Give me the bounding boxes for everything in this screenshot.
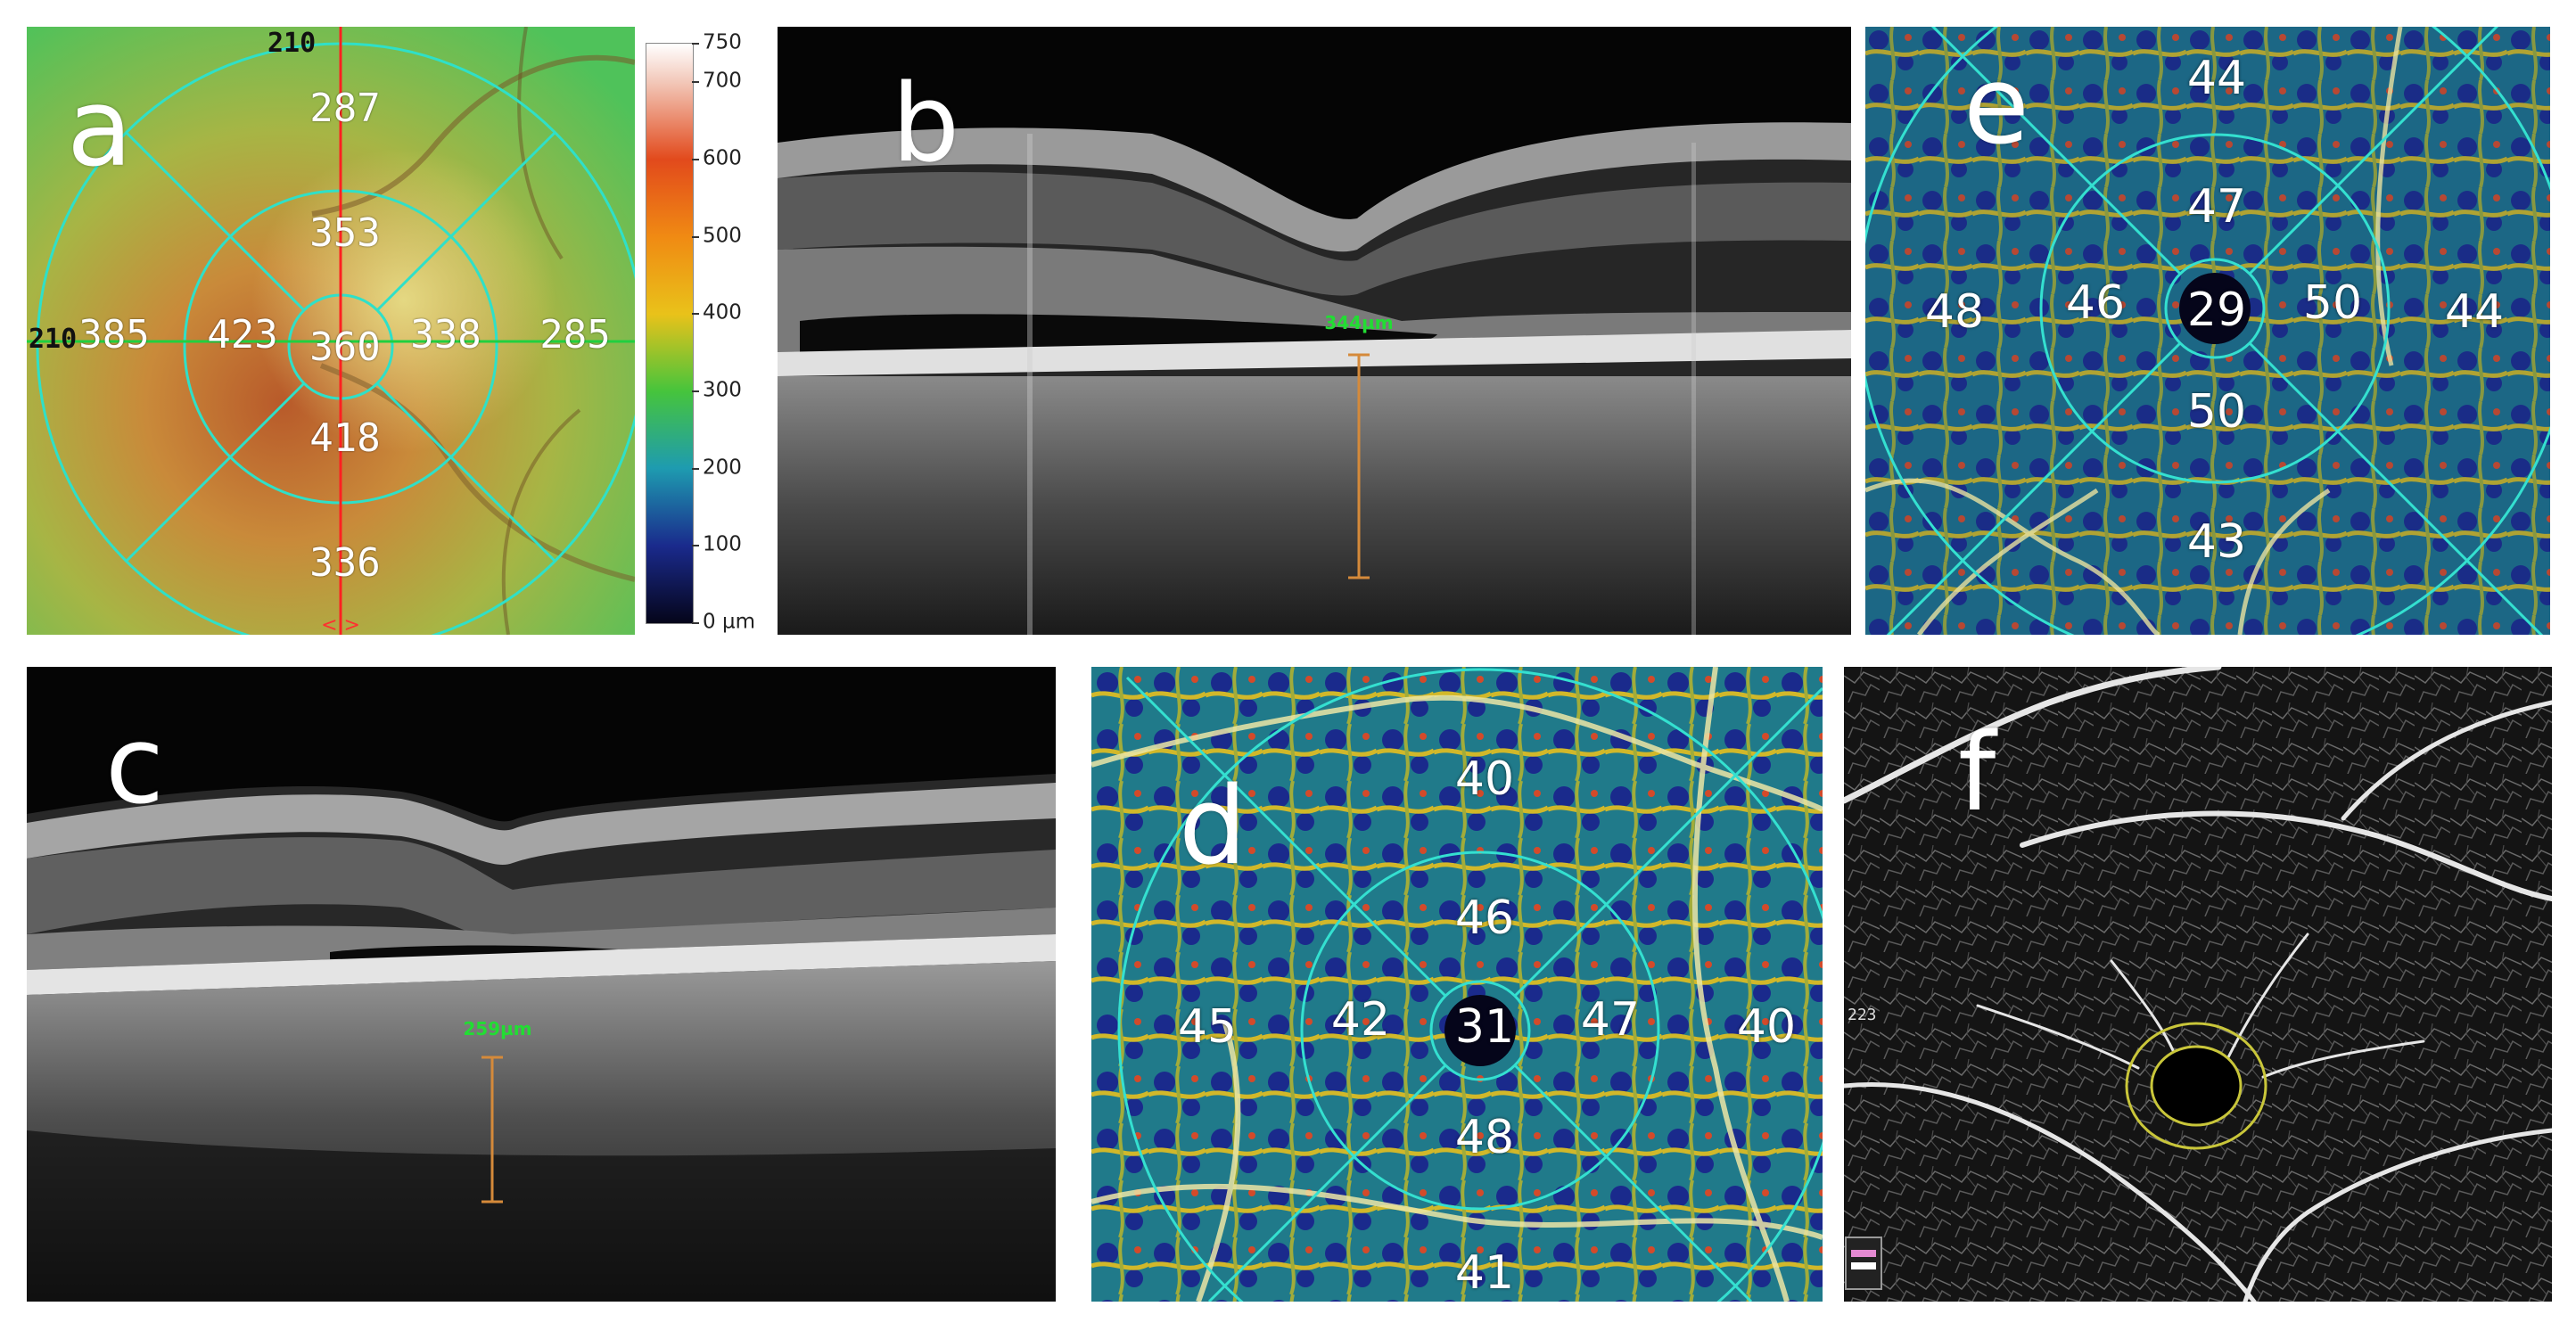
colorbar-tick-label: 700 bbox=[703, 69, 742, 93]
density-d-inner-inferior: 48 bbox=[1454, 1111, 1515, 1164]
density-outer-superior: 44 bbox=[2186, 52, 2247, 105]
density-d-outer-inferior: 41 bbox=[1454, 1246, 1515, 1300]
panel-f-angiogram: f 223 bbox=[1844, 667, 2552, 1302]
panel-letter-a: a bbox=[67, 67, 133, 191]
top-axis-label: 210 bbox=[267, 28, 317, 59]
colorbar-gradient bbox=[646, 43, 694, 624]
density-d-outer-temporal: 40 bbox=[1736, 1000, 1797, 1054]
colorbar-tick-label: 200 bbox=[703, 456, 742, 480]
thickness-inner-nasal: 423 bbox=[207, 312, 278, 357]
density-inner-inferior: 50 bbox=[2186, 385, 2247, 439]
colorbar-tick-mark bbox=[692, 390, 699, 392]
panel-b-oct-scan: b 344µm bbox=[778, 27, 1851, 635]
colorbar-tick-label: 400 bbox=[703, 300, 742, 325]
oct-bscan-image-c bbox=[27, 667, 1056, 1302]
oct-bscan-image bbox=[778, 27, 1851, 635]
panel-e-vessel-density-map: e 44 47 48 46 29 50 44 50 43 bbox=[1865, 27, 2550, 635]
choroid-thickness-measurement: 344µm bbox=[1324, 312, 1394, 333]
density-outer-inferior: 43 bbox=[2186, 515, 2247, 569]
colorbar-tick-mark bbox=[692, 467, 699, 470]
vessel-density-heatmap-e bbox=[1865, 27, 2550, 635]
colorbar-tick-mark bbox=[692, 622, 699, 624]
density-central: 29 bbox=[2186, 283, 2247, 337]
panel-c-oct-scan: c 259µm bbox=[27, 667, 1056, 1302]
panel-letter-e: e bbox=[1963, 45, 2029, 168]
thickness-outer-superior: 287 bbox=[309, 86, 381, 131]
thickness-inner-inferior: 418 bbox=[309, 415, 381, 461]
fundus-thickness-image: < > bbox=[27, 27, 635, 635]
colorbar-tick-label: 100 bbox=[703, 532, 742, 556]
thickness-inner-superior: 353 bbox=[309, 210, 381, 256]
colorbar-tick-mark bbox=[692, 545, 699, 547]
panel-letter-b: b bbox=[892, 62, 960, 186]
thickness-inner-temporal: 338 bbox=[410, 312, 481, 357]
svg-text:< >: < > bbox=[321, 614, 360, 635]
colorbar-tick-label: 300 bbox=[703, 378, 742, 402]
colorbar-tick-mark bbox=[692, 235, 699, 238]
left-axis-label: 210 bbox=[29, 324, 78, 355]
colorbar-tick-mark bbox=[692, 81, 699, 84]
density-d-central: 31 bbox=[1454, 1000, 1515, 1054]
vessel-density-heatmap-d bbox=[1091, 667, 1823, 1302]
density-outer-temporal: 44 bbox=[2444, 285, 2505, 339]
thickness-outer-inferior: 336 bbox=[309, 540, 381, 586]
thickness-central: 360 bbox=[309, 325, 381, 370]
colorbar-tick-label: 600 bbox=[703, 146, 742, 170]
panel-letter-f: f bbox=[1958, 711, 1996, 835]
colorbar-tick-label: 0 µm bbox=[703, 610, 755, 634]
panel-letter-d: d bbox=[1179, 765, 1247, 889]
octa-angiogram-image bbox=[1844, 667, 2552, 1302]
density-inner-nasal: 46 bbox=[2065, 276, 2126, 330]
panel-d-vessel-density-map: d 40 46 45 42 31 47 40 48 41 bbox=[1091, 667, 1823, 1302]
thickness-outer-nasal: 385 bbox=[78, 312, 150, 357]
density-outer-nasal: 48 bbox=[1924, 285, 1985, 339]
density-d-inner-nasal: 42 bbox=[1330, 993, 1391, 1047]
panel-a-thickness-map: < > 210 210 a 287 353 385 423 360 338 28… bbox=[27, 27, 635, 635]
density-inner-temporal: 50 bbox=[2302, 276, 2363, 330]
density-inner-superior: 47 bbox=[2186, 180, 2247, 234]
colorbar-tick-label: 500 bbox=[703, 224, 742, 248]
edge-code-label: 223 bbox=[1848, 1006, 1877, 1024]
colorbar-tick-mark bbox=[692, 313, 699, 316]
density-d-inner-superior: 46 bbox=[1454, 891, 1515, 945]
colorbar-tick-label: 750 bbox=[703, 30, 742, 54]
density-d-inner-temporal: 47 bbox=[1580, 993, 1641, 1047]
choroid-thickness-measurement-c: 259µm bbox=[463, 1018, 532, 1039]
density-d-outer-nasal: 45 bbox=[1177, 1000, 1238, 1054]
thickness-colorbar: 750 700 600 500 400 300 200 100 0 µm bbox=[646, 32, 761, 632]
panel-letter-c: c bbox=[105, 704, 164, 828]
thickness-outer-temporal: 285 bbox=[539, 312, 611, 357]
density-d-outer-superior: 40 bbox=[1454, 752, 1515, 806]
colorbar-tick-mark bbox=[692, 159, 699, 160]
colorbar-tick-mark bbox=[692, 43, 699, 45]
